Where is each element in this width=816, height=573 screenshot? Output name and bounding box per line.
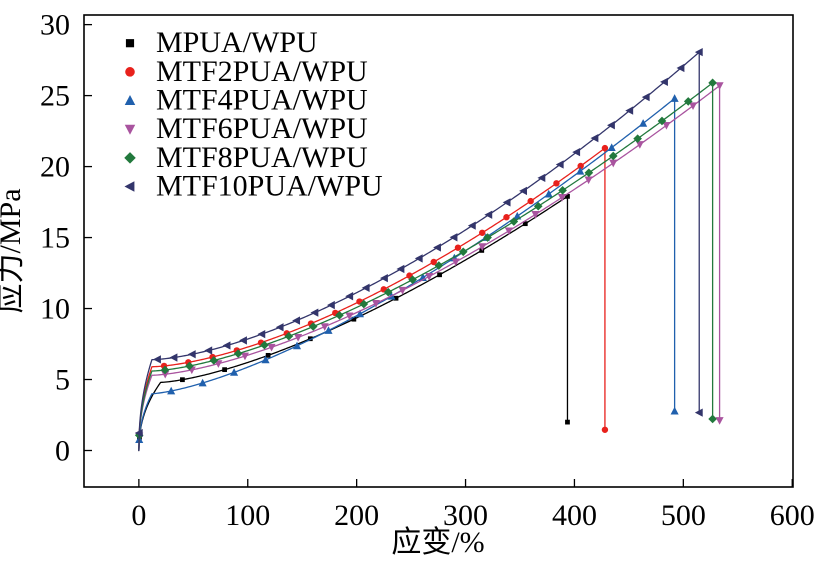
svg-text:应力/MPa: 应力/MPa xyxy=(0,188,27,313)
svg-text:400: 400 xyxy=(552,499,597,532)
svg-text:15: 15 xyxy=(40,222,70,255)
svg-text:20: 20 xyxy=(40,151,70,184)
svg-text:25: 25 xyxy=(40,80,70,113)
svg-text:应变/%: 应变/% xyxy=(391,526,484,559)
svg-text:600: 600 xyxy=(770,499,815,532)
svg-text:0: 0 xyxy=(55,435,70,468)
svg-text:200: 200 xyxy=(334,499,379,532)
svg-text:0: 0 xyxy=(131,499,146,532)
svg-text:500: 500 xyxy=(661,499,706,532)
svg-text:30: 30 xyxy=(40,9,70,42)
svg-text:5: 5 xyxy=(55,364,70,397)
svg-text:10: 10 xyxy=(40,293,70,326)
svg-text:100: 100 xyxy=(225,499,270,532)
svg-text:MTF10PUA/WPU: MTF10PUA/WPU xyxy=(156,170,383,203)
